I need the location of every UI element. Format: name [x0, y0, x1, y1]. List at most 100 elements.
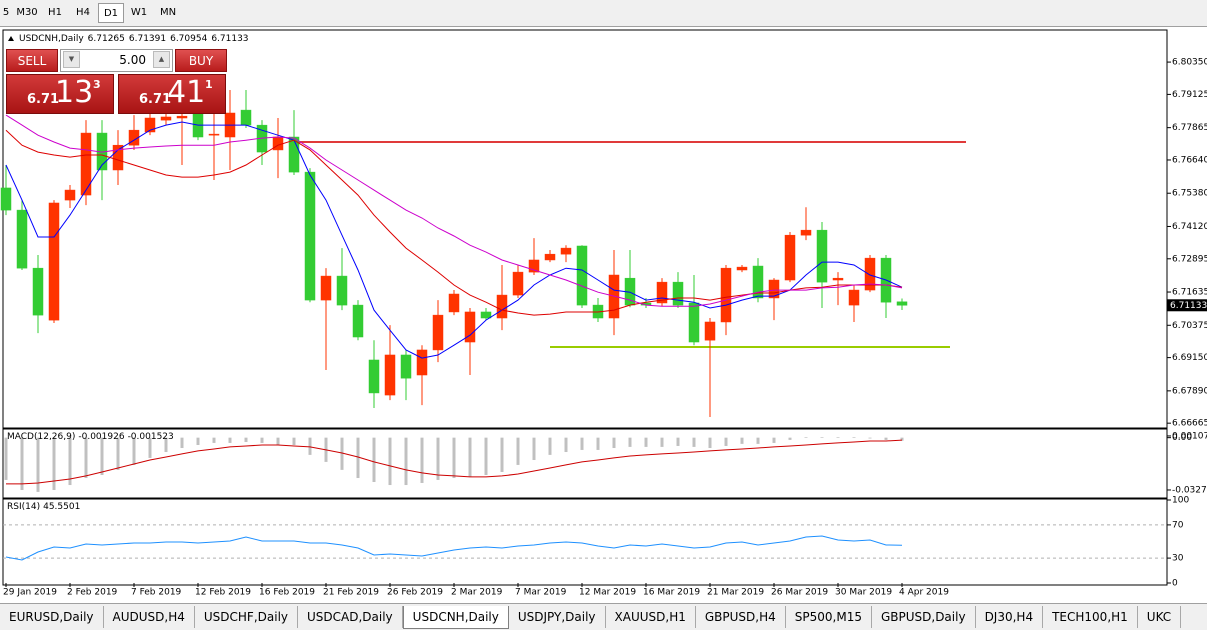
macd-bar [516, 437, 520, 465]
x-tick-label: 30 Mar 2019 [835, 588, 892, 598]
y-tick-label: 6.77865 [1172, 123, 1207, 133]
chart-tab[interactable]: DJ30,H4 [976, 606, 1044, 628]
macd-bar [388, 437, 392, 486]
chart-tab[interactable]: USDCAD,Daily [298, 606, 403, 628]
macd-bar [68, 437, 72, 486]
timeframe-button[interactable]: H4 [76, 7, 90, 18]
macd-bar [20, 437, 24, 490]
y-tick-label: 6.70375 [1172, 321, 1207, 331]
macd-bar [356, 437, 360, 479]
macd-bar [148, 437, 152, 458]
indicator-value: -0.001926 [78, 432, 124, 442]
timeframe-button[interactable]: H1 [48, 7, 62, 18]
macd-bar [580, 437, 584, 450]
timeframe-button[interactable]: D1 [98, 3, 124, 23]
y-tick-label: 6.69150 [1172, 353, 1207, 363]
chart-tab[interactable]: USDCHF,Daily [195, 606, 299, 628]
chart-tab[interactable]: USDJPY,Daily [509, 606, 606, 628]
y-tick-label: 0.00 [1172, 433, 1192, 443]
ohlc-value: 6.71391 [129, 34, 166, 44]
sell-price[interactable]: 6.71 13 3 [6, 74, 114, 114]
timeframe-button[interactable]: MN [159, 7, 177, 18]
candle-body [496, 294, 508, 319]
ohlc-value: 6.71265 [88, 34, 125, 44]
y-tick-label: 6.67890 [1172, 386, 1207, 396]
candle-body [768, 279, 780, 299]
candle-body [464, 311, 476, 343]
chart-tab[interactable]: XAUUSD,H1 [606, 606, 696, 628]
candle-body [0, 187, 12, 211]
candle-body [272, 136, 284, 151]
candle-body [480, 311, 492, 319]
lot-increase[interactable]: ▲ [153, 51, 170, 68]
chart-tab[interactable]: USDCNH,Daily [402, 606, 509, 629]
buy-button[interactable]: BUY [175, 49, 227, 72]
macd-bar [420, 437, 424, 483]
timeframe-button[interactable]: 5 [2, 7, 10, 18]
macd-bar [228, 437, 232, 443]
header-icon [8, 36, 14, 41]
moving-average-line [5, 121, 903, 359]
timeframe-button[interactable]: M30 [16, 7, 38, 18]
macd-bar [708, 437, 712, 449]
x-tick-label: 12 Mar 2019 [579, 588, 636, 598]
timeframe-button[interactable]: W1 [130, 7, 148, 18]
macd-bar [724, 437, 728, 446]
ohlc-value: 6.70954 [170, 34, 207, 44]
candle-body [512, 271, 524, 296]
indicator-title: MACD(12,26,9) [7, 432, 75, 442]
candle-body [400, 354, 412, 379]
lot-size-input[interactable]: 5.00 [60, 49, 173, 72]
y-tick-label: 6.71635 [1172, 288, 1207, 298]
macd-bar [308, 437, 312, 455]
y-tick-label: -0.032797 [1172, 485, 1207, 495]
x-tick-label: 2 Mar 2019 [451, 588, 503, 598]
x-tick-label: 4 Apr 2019 [899, 588, 949, 598]
price-sup: 1 [205, 78, 213, 91]
price-main: 41 [167, 75, 206, 110]
x-tick-label: 2 Feb 2019 [67, 588, 118, 598]
y-tick-label: 6.72895 [1172, 254, 1207, 264]
candle-body [16, 209, 28, 269]
chart-tab[interactable]: EURUSD,Daily [0, 606, 104, 628]
chart-tab[interactable]: GBPUSD,Daily [872, 606, 976, 628]
macd-bar [596, 437, 600, 450]
candle-body [784, 234, 796, 281]
candle-body [576, 245, 588, 306]
ohlc-value: 6.71133 [211, 34, 248, 44]
candle-body [352, 304, 364, 338]
candle-body [416, 349, 428, 376]
candle-body [832, 277, 844, 281]
y-tick-label: 6.76640 [1172, 155, 1207, 165]
y-tick-label: 6.75380 [1172, 189, 1207, 199]
chart-tab[interactable]: TECH100,H1 [1043, 606, 1138, 628]
sell-button[interactable]: SELL [6, 49, 58, 72]
candle-body [80, 132, 92, 196]
macd-bar [36, 437, 40, 492]
candle-body [528, 259, 540, 273]
macd-bar [548, 437, 552, 455]
chart-tab[interactable]: SP500,M15 [786, 606, 872, 628]
macd-bar [132, 437, 136, 465]
macd-bar [500, 437, 504, 472]
indicator-header: RSI(14) 45.5501 [7, 502, 80, 512]
macd-bar [260, 437, 264, 443]
y-tick-label: 100 [1172, 496, 1189, 506]
chart-tab[interactable]: AUDUSD,H4 [104, 606, 195, 628]
x-tick-label: 26 Mar 2019 [771, 588, 828, 598]
macd-bar [484, 437, 488, 475]
y-tick-label: 0 [1172, 579, 1178, 589]
macd-bar [660, 437, 664, 447]
lot-decrease[interactable]: ▼ [63, 51, 80, 68]
rsi-line [5, 535, 903, 561]
macd-bar [116, 437, 120, 470]
x-tick-label: 16 Feb 2019 [259, 588, 315, 598]
candle-body [800, 229, 812, 236]
chart-tab[interactable]: GBPUSD,H4 [696, 606, 786, 628]
buy-price[interactable]: 6.71 41 1 [118, 74, 226, 114]
macd-bar [436, 437, 440, 480]
indicator-value: 45.5501 [43, 502, 80, 512]
x-tick-label: 7 Feb 2019 [131, 588, 182, 598]
candle-body [752, 265, 764, 299]
chart-tab[interactable]: UKC [1138, 606, 1182, 628]
